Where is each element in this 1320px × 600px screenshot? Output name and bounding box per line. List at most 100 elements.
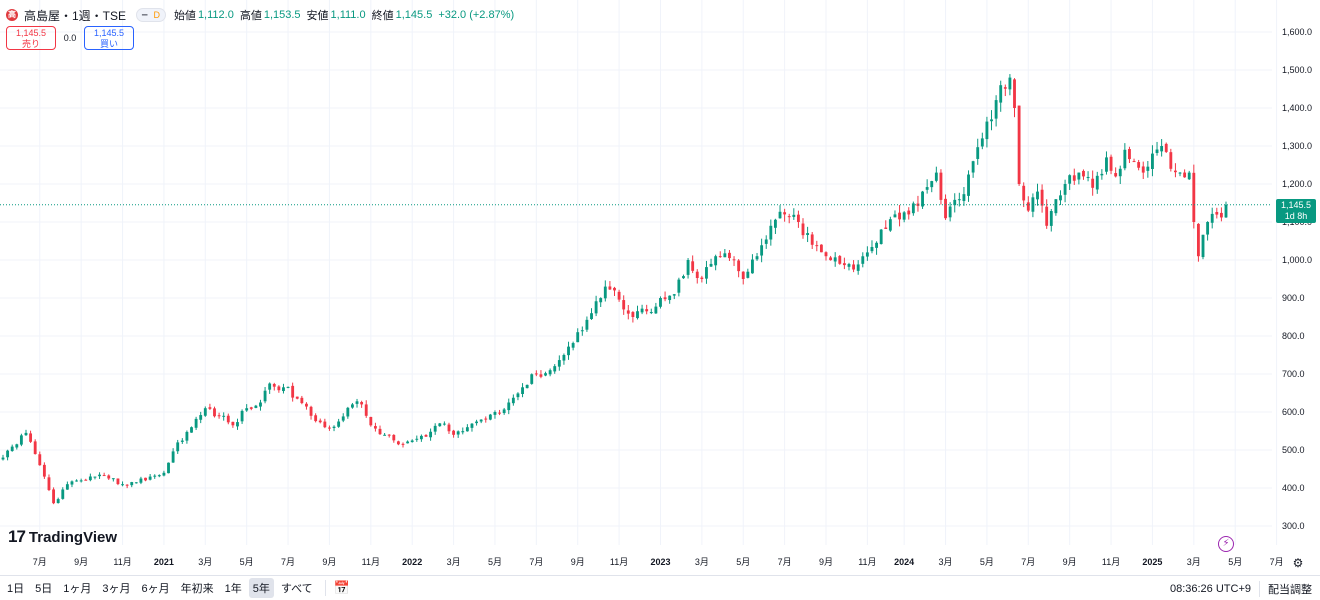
candle-body bbox=[870, 246, 874, 252]
candle-body bbox=[778, 211, 782, 219]
time-axis[interactable]: 7月 9月 11月 2021 3月 5月 7月 9月 11月 2022 3月 5月 7月 9月 11月 202… bbox=[33, 557, 1284, 567]
candle-body bbox=[295, 396, 299, 399]
time-tick-label: 7月 bbox=[281, 557, 295, 567]
tradingview-watermark[interactable]: 17 TradingView bbox=[8, 527, 117, 547]
candlestick-chart[interactable]: 300.0 400.0 500.0 600.0 700.0 800.0 900.0 1,000… bbox=[0, 0, 1320, 574]
candle-body bbox=[580, 330, 584, 332]
trade-buttons: 1,145.5 売り 0.0 1,145.5 買い bbox=[6, 26, 134, 50]
candle-body bbox=[254, 405, 258, 408]
time-tick-label: 3月 bbox=[447, 557, 461, 567]
price-axis[interactable]: 300.0 400.0 500.0 600.0 700.0 800.0 900.0 1,000… bbox=[1282, 27, 1312, 531]
candle-body bbox=[990, 119, 993, 122]
time-tick-label: 7月 bbox=[529, 557, 543, 567]
dividend-adjust-button[interactable]: 配当調整 bbox=[1259, 581, 1312, 597]
candle-body bbox=[465, 427, 469, 432]
toolbar-divider bbox=[324, 580, 326, 596]
candle-body bbox=[373, 426, 377, 429]
company-logo: 高 bbox=[6, 9, 18, 21]
low-value: 1,111.0 bbox=[330, 9, 366, 21]
range-all[interactable]: すべて bbox=[280, 583, 313, 595]
time-tick-label: 9月 bbox=[1063, 557, 1077, 567]
range-ytd[interactable]: 年初来 bbox=[180, 583, 214, 595]
candle-body bbox=[475, 421, 478, 424]
candle-body bbox=[714, 256, 718, 266]
candle-body bbox=[130, 482, 134, 486]
range-1y[interactable]: 1年 bbox=[224, 583, 242, 595]
buy-button[interactable]: 1,145.5 買い bbox=[84, 26, 134, 50]
gear-icon[interactable]: ⚙ bbox=[1292, 556, 1304, 570]
candle-body bbox=[971, 161, 975, 173]
candle-body bbox=[1132, 161, 1136, 163]
range-1m[interactable]: 1ヶ月 bbox=[63, 583, 92, 595]
candle-body bbox=[226, 415, 230, 423]
sell-button[interactable]: 1,145.5 売り bbox=[6, 26, 56, 50]
candle-body bbox=[139, 478, 143, 483]
range-6m[interactable]: 6ヶ月 bbox=[141, 583, 170, 595]
candle-body bbox=[709, 263, 713, 267]
candle-body bbox=[640, 308, 644, 313]
candle-body bbox=[502, 409, 506, 414]
candle-body bbox=[783, 212, 787, 215]
candle-body bbox=[456, 431, 460, 435]
candle-body bbox=[521, 387, 524, 395]
candle-body bbox=[282, 387, 285, 392]
candle-body bbox=[433, 425, 437, 432]
candle-body bbox=[19, 435, 23, 445]
candle-body bbox=[33, 441, 37, 455]
range-5d[interactable]: 5日 bbox=[35, 583, 53, 595]
candle-body bbox=[1114, 173, 1118, 177]
candle-body bbox=[185, 431, 189, 441]
last-price-value: 1,145.5 bbox=[1280, 200, 1312, 210]
candle-body bbox=[383, 434, 387, 436]
candle-body bbox=[387, 434, 391, 436]
time-tick-label: 2025 bbox=[1142, 557, 1162, 567]
candle-body bbox=[222, 415, 226, 417]
chart-area[interactable]: 300.0 400.0 500.0 600.0 700.0 800.0 900.0 1,000… bbox=[0, 0, 1320, 574]
candle-body bbox=[682, 276, 685, 279]
symbol-title[interactable]: 高島屋・1週・TSE bbox=[24, 8, 127, 23]
candle-body bbox=[806, 233, 810, 236]
candle-body bbox=[856, 264, 860, 271]
candle-body bbox=[61, 489, 65, 499]
candle-body bbox=[240, 410, 244, 422]
lightning-icon[interactable]: ⚡ bbox=[1218, 536, 1234, 552]
candle-body bbox=[148, 476, 152, 480]
range-3m[interactable]: 3ヶ月 bbox=[102, 583, 131, 595]
candle-body bbox=[52, 489, 56, 504]
clock-readout[interactable]: 08:36:26 UTC+9 bbox=[1169, 583, 1251, 595]
candle-body bbox=[70, 481, 74, 485]
price-tick-label: 1,500.0 bbox=[1282, 65, 1312, 75]
candle-body bbox=[1151, 153, 1154, 169]
candle-body bbox=[190, 427, 193, 433]
candle-body bbox=[286, 386, 290, 388]
time-tick-label: 11月 bbox=[1102, 557, 1120, 567]
candle-body bbox=[626, 310, 630, 314]
candle-body bbox=[355, 401, 359, 404]
candle-body bbox=[539, 374, 543, 377]
candle-body bbox=[364, 404, 368, 416]
calendar-icon[interactable]: 📅 bbox=[333, 580, 350, 595]
candle-body bbox=[424, 435, 428, 437]
price-tick-label: 400.0 bbox=[1282, 483, 1305, 493]
candle-body bbox=[907, 210, 911, 215]
candle-body bbox=[921, 191, 924, 207]
candle-body bbox=[396, 441, 400, 445]
candle-body bbox=[208, 407, 212, 409]
candle-body bbox=[562, 355, 566, 361]
time-tick-label: 5月 bbox=[980, 557, 994, 567]
candle-body bbox=[111, 478, 115, 480]
candle-body bbox=[1109, 156, 1113, 171]
candle-body bbox=[824, 252, 828, 257]
candle-body bbox=[309, 406, 313, 416]
candle-body bbox=[548, 370, 552, 375]
range-1d[interactable]: 1日 bbox=[7, 583, 25, 595]
interval-badge[interactable]: ━ D bbox=[136, 8, 166, 22]
candle-body bbox=[470, 423, 474, 428]
candle-body bbox=[842, 263, 846, 266]
candle-body bbox=[700, 277, 704, 279]
candle-body bbox=[888, 219, 892, 231]
range-5y[interactable]: 5年 bbox=[248, 578, 274, 598]
candle-body bbox=[305, 403, 308, 407]
candle-body bbox=[677, 279, 681, 293]
candle-body bbox=[65, 484, 69, 490]
